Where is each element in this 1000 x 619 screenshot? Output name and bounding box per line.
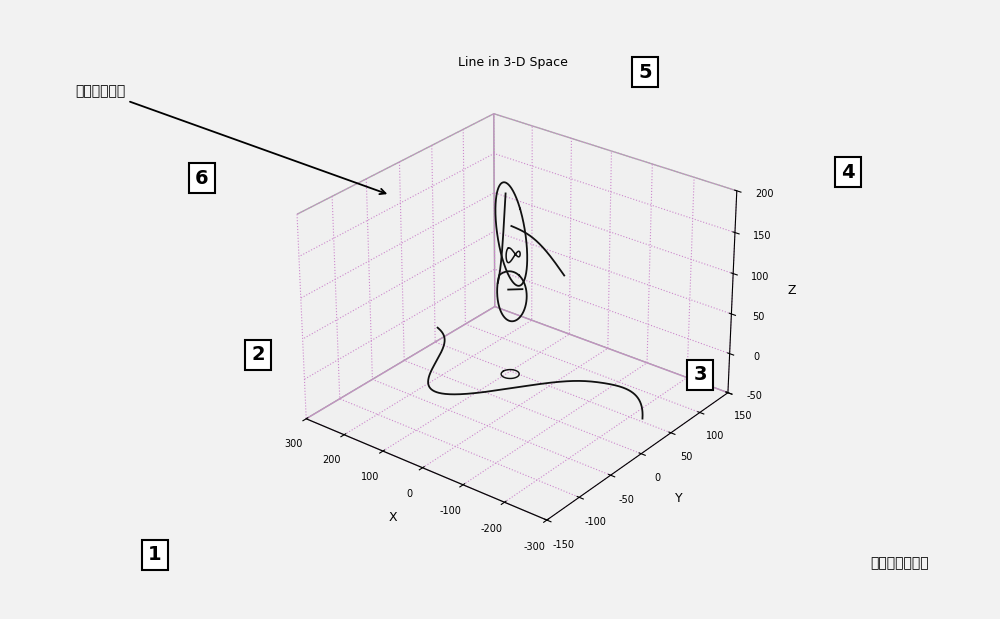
Text: 3: 3: [693, 365, 707, 384]
Y-axis label: Y: Y: [675, 493, 682, 506]
Text: 5: 5: [638, 63, 652, 82]
Text: 6: 6: [195, 168, 209, 188]
Text: 2: 2: [251, 345, 265, 365]
Text: 1: 1: [148, 545, 162, 565]
Text: 主轴运动曲线: 主轴运动曲线: [75, 84, 385, 194]
Title: Line in 3-D Space: Line in 3-D Space: [458, 56, 567, 69]
Text: 工作台运动曲线: 工作台运动曲线: [870, 556, 929, 570]
Text: 4: 4: [841, 163, 855, 181]
X-axis label: X: X: [388, 511, 397, 524]
